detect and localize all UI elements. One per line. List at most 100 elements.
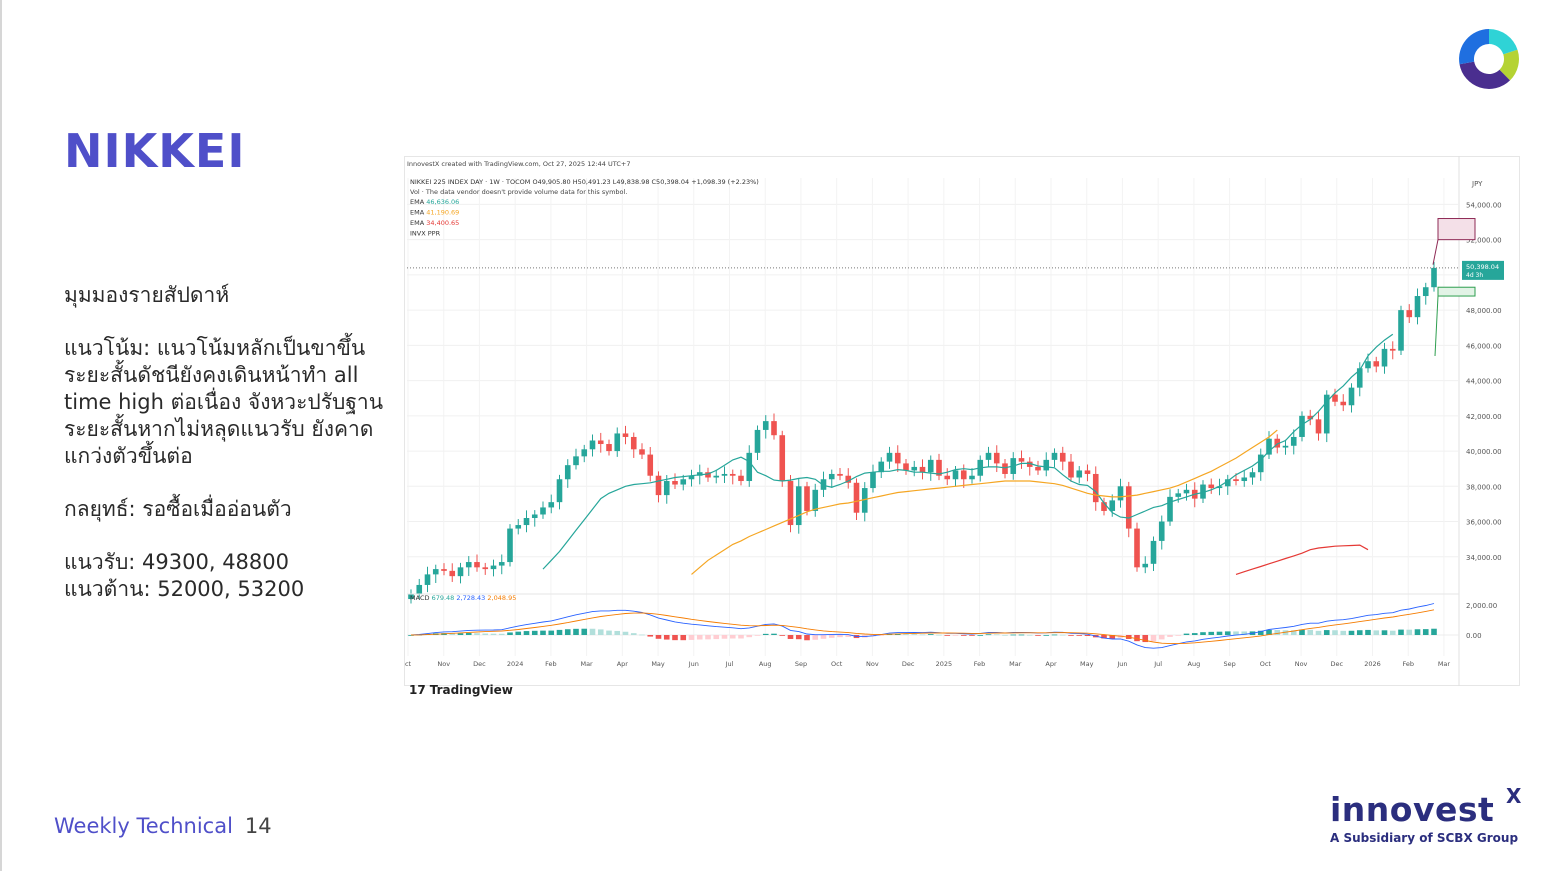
macd-histogram-bar bbox=[1026, 634, 1033, 636]
macd-histogram-bar bbox=[1307, 629, 1314, 635]
candle-body bbox=[878, 461, 885, 473]
x-tick-label: Apr bbox=[1045, 660, 1057, 668]
macd-histogram-bar bbox=[581, 628, 588, 635]
candle-body bbox=[614, 433, 621, 452]
macd-histogram-bar bbox=[1389, 630, 1396, 635]
candle-body bbox=[1356, 368, 1363, 388]
macd-histogram-bar bbox=[1315, 630, 1322, 635]
x-tick-label: 2024 bbox=[507, 660, 524, 668]
candle-body bbox=[919, 466, 926, 473]
candle-body bbox=[639, 449, 645, 455]
macd-histogram-bar bbox=[556, 629, 563, 635]
macd-histogram-bar bbox=[1257, 630, 1264, 635]
candle-body bbox=[1084, 470, 1091, 474]
macd-histogram-bar bbox=[1059, 634, 1066, 636]
macd-histogram-bar bbox=[1274, 630, 1281, 635]
candle-body bbox=[581, 449, 588, 457]
candle-body bbox=[886, 452, 893, 462]
candle-body bbox=[787, 481, 794, 526]
candle-body bbox=[630, 436, 637, 450]
candle-body bbox=[606, 444, 612, 452]
macd-histogram-bar bbox=[878, 635, 885, 636]
x-tick-label: Mar bbox=[1009, 660, 1022, 668]
support-zone-leg bbox=[1434, 296, 1439, 357]
candle-body bbox=[597, 440, 604, 445]
candle-body bbox=[1249, 472, 1256, 478]
macd-tick-label: 0.00 bbox=[1466, 632, 1482, 640]
page-number: 14 bbox=[244, 814, 272, 838]
macd-histogram-bar bbox=[1266, 629, 1272, 635]
candle-body bbox=[1125, 486, 1132, 529]
candle-body bbox=[1183, 489, 1190, 494]
macd-histogram-bar bbox=[548, 630, 555, 635]
footer: Weekly Technical 14 bbox=[54, 814, 272, 838]
volume-note: Vol · The data vendor doesn't provide vo… bbox=[410, 188, 627, 196]
macd-histogram-bar bbox=[1431, 628, 1437, 635]
macd-histogram-bar bbox=[1290, 630, 1297, 635]
candle-body bbox=[1290, 436, 1297, 446]
candle-body bbox=[729, 473, 736, 476]
macd-histogram-bar bbox=[1406, 629, 1413, 635]
macd-histogram-bar bbox=[474, 633, 480, 635]
last-price-text: 50,398.04 bbox=[1466, 263, 1499, 271]
macd-histogram-bar bbox=[1216, 631, 1223, 635]
candle-body bbox=[1307, 415, 1314, 420]
candle-body bbox=[1043, 459, 1050, 471]
macd-histogram-bar bbox=[507, 632, 513, 635]
candle-body bbox=[1109, 500, 1116, 511]
macd-histogram-bar bbox=[696, 635, 703, 640]
macd-histogram-bar bbox=[1299, 629, 1305, 635]
macd-histogram-bar bbox=[721, 635, 728, 639]
chart-frame bbox=[404, 156, 1520, 686]
macd-histogram-bar bbox=[1373, 630, 1380, 635]
last-price-tag bbox=[1462, 260, 1504, 280]
candle-body bbox=[663, 481, 670, 496]
macd-histogram-bar bbox=[1348, 630, 1355, 635]
candle-body bbox=[746, 452, 753, 482]
macd-histogram-bar bbox=[985, 634, 992, 636]
macd-histogram-bar bbox=[738, 635, 744, 639]
candle-body bbox=[573, 456, 579, 466]
y-tick-label: 48,000.00 bbox=[1466, 307, 1502, 315]
macd-histogram-bar bbox=[828, 635, 835, 638]
macd-histogram-bar bbox=[820, 635, 827, 639]
macd-histogram-bar bbox=[1076, 635, 1083, 636]
macd-histogram-bar bbox=[977, 634, 984, 636]
x-tick-label: Aug bbox=[1188, 660, 1201, 668]
candle-body bbox=[952, 470, 959, 480]
candle-body bbox=[1422, 287, 1429, 297]
macd-histogram-bar bbox=[1208, 631, 1215, 635]
macd-histogram-bar bbox=[688, 635, 695, 640]
candle-body bbox=[1068, 461, 1074, 478]
candle-body bbox=[1175, 493, 1182, 497]
x-tick-label: Jul bbox=[1153, 660, 1162, 668]
candle-body bbox=[589, 440, 596, 450]
candle-body bbox=[1224, 479, 1231, 487]
candle-body bbox=[432, 569, 439, 575]
macd-histogram-bar bbox=[1191, 633, 1198, 635]
macd-histogram-bar bbox=[1233, 631, 1239, 635]
candle-body bbox=[812, 489, 819, 511]
macd-histogram-bar bbox=[1183, 633, 1190, 635]
macd-histogram-bar bbox=[1010, 634, 1017, 636]
macd-histogram-bar bbox=[771, 633, 777, 635]
candle-body bbox=[1233, 479, 1239, 482]
candle-body bbox=[424, 574, 431, 585]
macd-histogram-bar bbox=[1224, 631, 1231, 635]
candle-body bbox=[449, 570, 456, 577]
candle-body bbox=[1323, 394, 1330, 434]
candle-body bbox=[771, 421, 777, 436]
x-tick-label: Nov bbox=[437, 660, 450, 668]
macd-histogram-bar bbox=[1035, 635, 1041, 636]
x-tick-label: Mar bbox=[580, 660, 593, 668]
x-tick-label: Nov bbox=[1295, 660, 1308, 668]
slide-left-border bbox=[0, 0, 2, 871]
candle-body bbox=[1142, 563, 1149, 568]
candle-body bbox=[564, 465, 571, 480]
macd-histogram-bar bbox=[969, 635, 975, 636]
brand-x-mark: X bbox=[1506, 784, 1522, 808]
candle-body bbox=[721, 473, 728, 476]
macd-histogram-bar bbox=[1109, 635, 1116, 639]
x-tick-label: Oct bbox=[1260, 660, 1272, 668]
macd-histogram-bar bbox=[1167, 635, 1173, 637]
